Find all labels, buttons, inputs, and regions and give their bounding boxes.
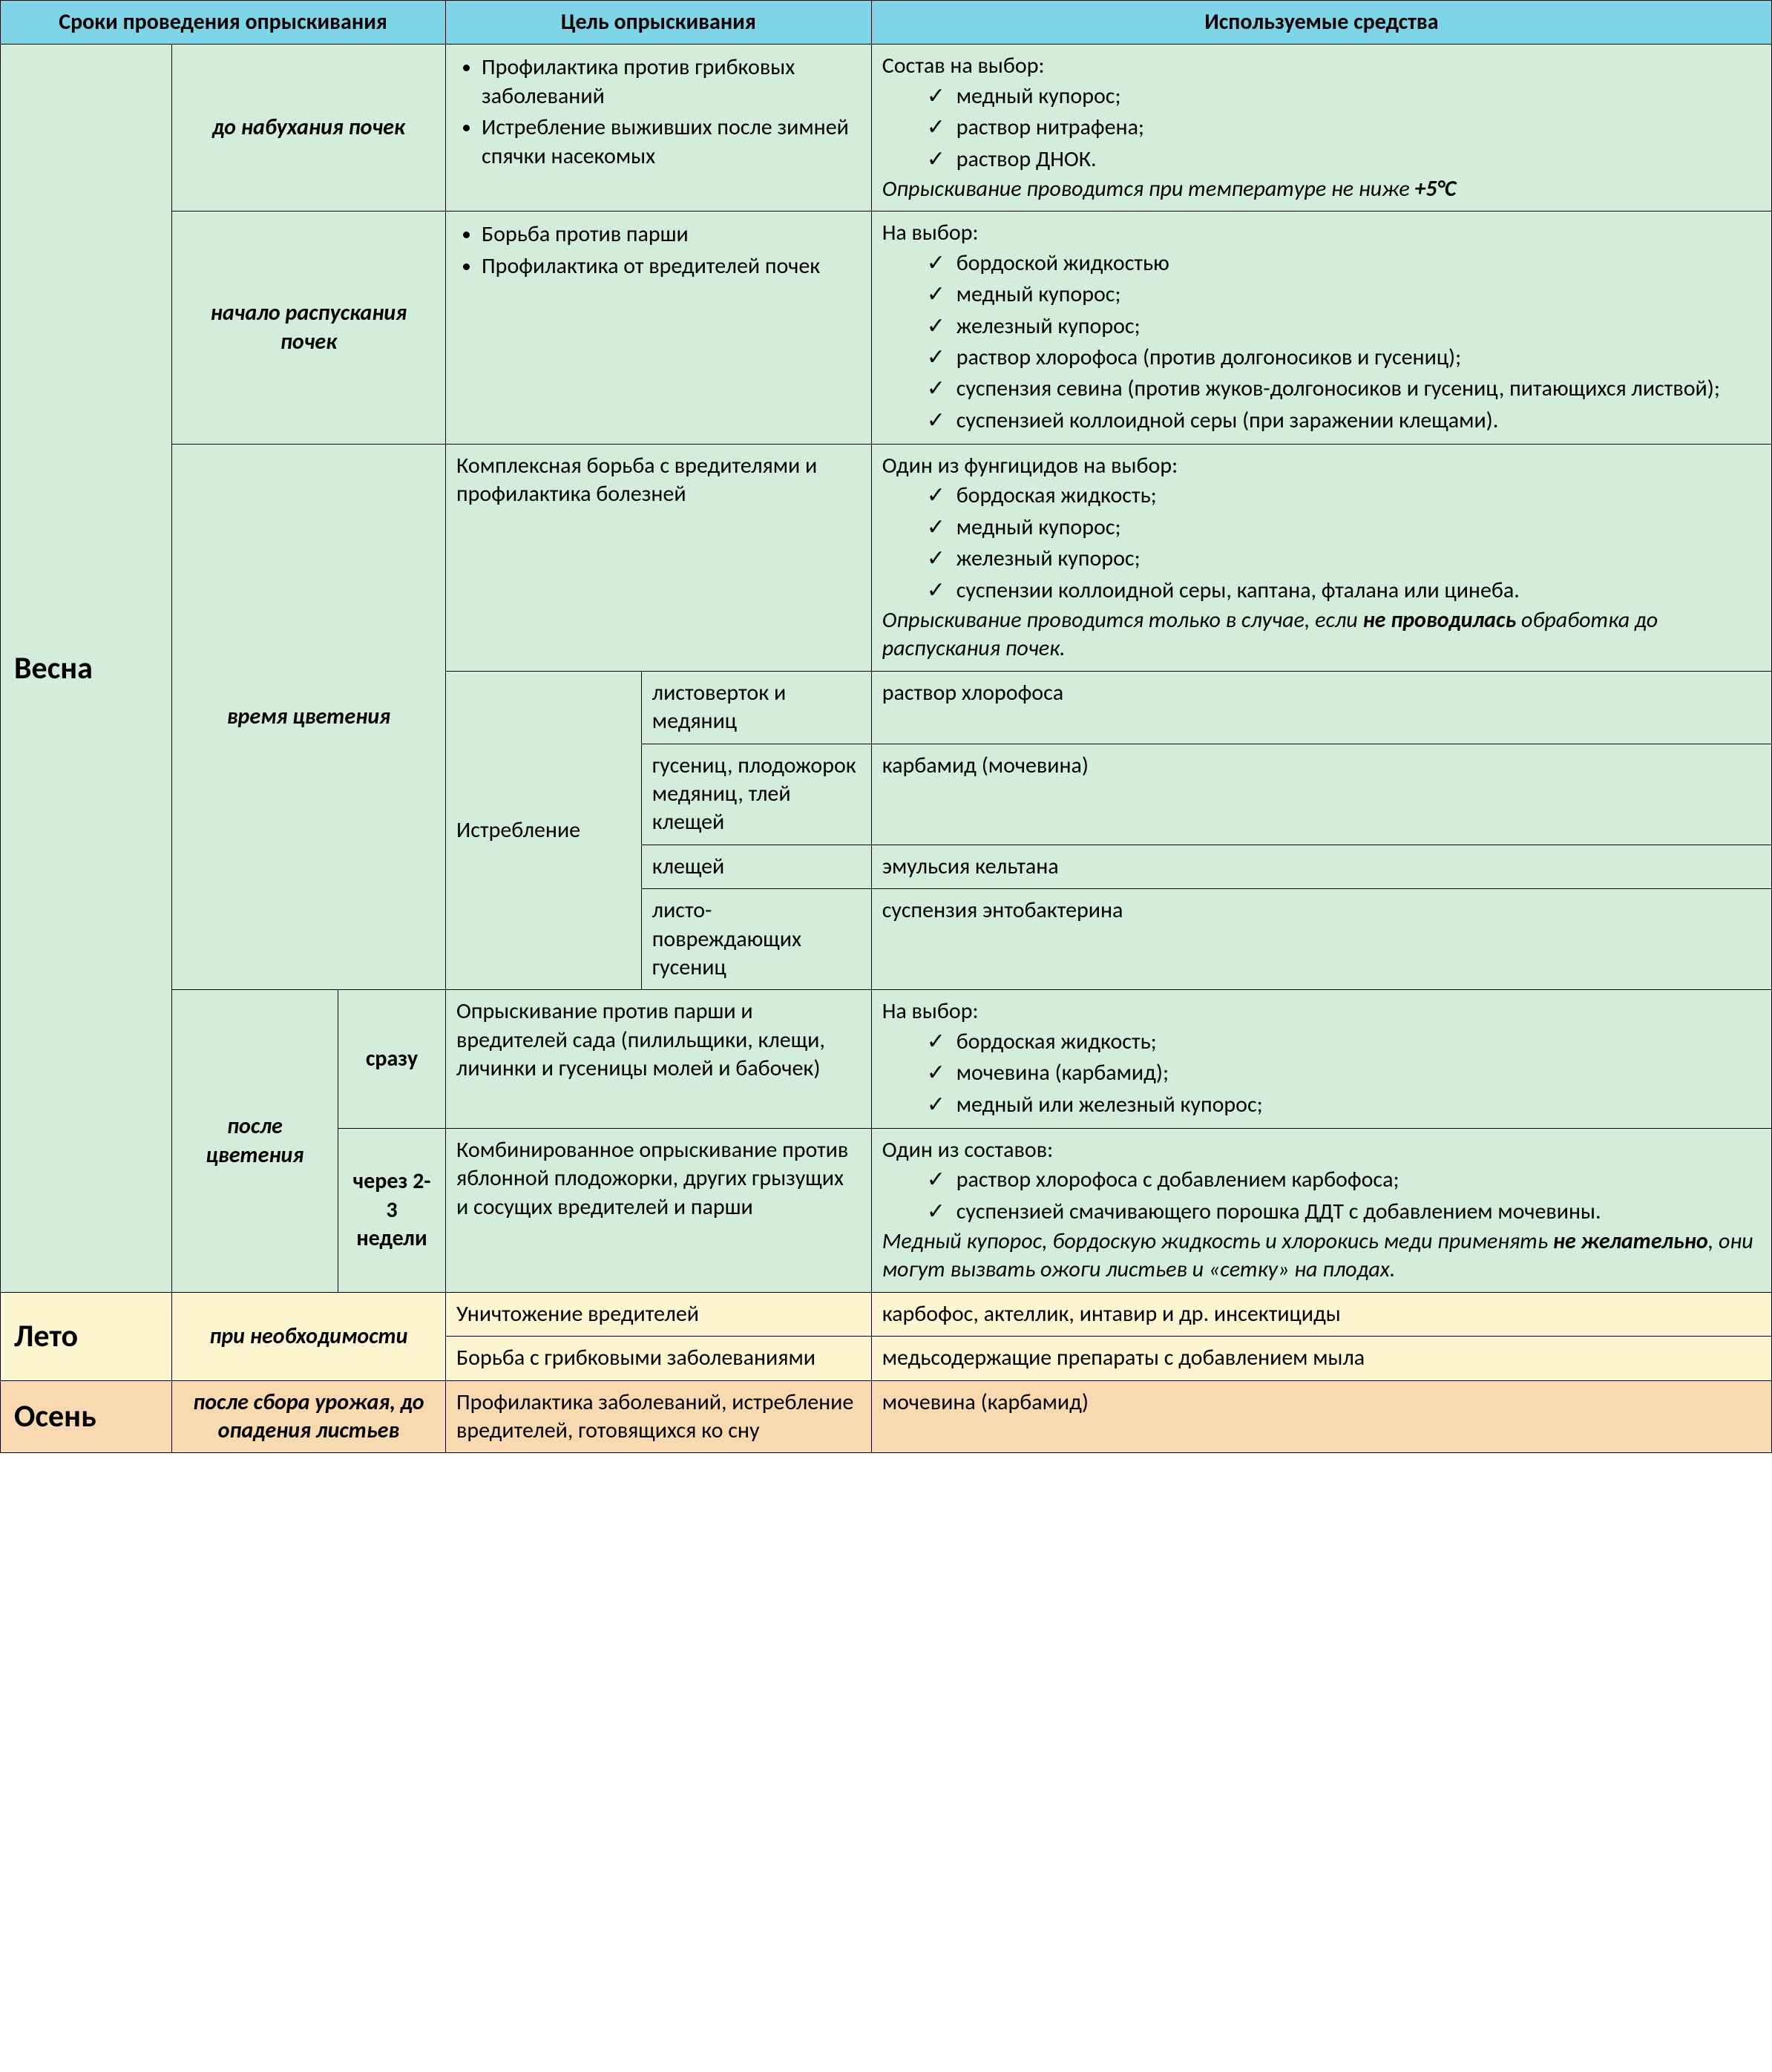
text: не желательно [1553, 1227, 1708, 1255]
spring-purpose-2: Борьба против парши Профилактика от вред… [446, 212, 872, 445]
spring-purpose-3a: Комплексная борьба с вредителями и профи… [446, 445, 872, 672]
means-0: раствор хлорофоса [871, 671, 1771, 744]
spring-purpose-4b: Комбинированное опрыскивание против ябло… [446, 1128, 872, 1292]
text: суспензии коллоидной серы, каптана, фтал… [927, 575, 1761, 606]
hdr-purpose: Цель опрыскивания [446, 1, 872, 45]
text: раствор нитрафена; [927, 112, 1761, 143]
text: медный купорос; [927, 81, 1761, 112]
spring-means-3a: Один из фунгицидов на выбор: бордоская ж… [871, 445, 1771, 672]
text: Профилактика против грибковых заболевани… [482, 52, 861, 112]
text: Медный купорос, бордоскую жидкость и хло… [882, 1227, 1553, 1255]
text: железный купорос; [927, 311, 1761, 342]
spring-means-1: Состав на выбор: медный купорос; раствор… [871, 45, 1771, 212]
text: Один из фунгицидов на выбор: [882, 452, 1178, 479]
summer-period: при необходимости [171, 1292, 445, 1380]
spring-when-4a: сразу [338, 990, 445, 1129]
spring-period-2: начало распускания почек [171, 212, 445, 445]
spring-period-3: время цветения [171, 445, 445, 990]
spring-purpose-4a: Опрыскивание против парши и вредителей с… [446, 990, 872, 1129]
text: +5°С [1414, 175, 1456, 203]
spring-period-1: до набухания почек [171, 45, 445, 212]
autumn-means: мочевина (карбамид) [871, 1380, 1771, 1453]
hdr-means: Используемые средства [871, 1, 1771, 45]
autumn-period: после сбора урожая, до опадения листьев [171, 1380, 445, 1453]
season-autumn: Осень [1, 1380, 172, 1453]
season-spring: Весна [1, 45, 172, 1292]
spring-period-4: после цветения [171, 990, 338, 1293]
spring-means-4b: Один из составов: раствор хлорофоса с до… [871, 1128, 1771, 1292]
text: суспензия севина (против жуков-долгоноси… [927, 373, 1761, 404]
means-2: эмульсия кельтана [871, 845, 1771, 888]
summer-purpose-a: Уничтожение вредителей [446, 1292, 872, 1336]
text: Борьба против парши [482, 219, 861, 250]
summer-means-b: медьсодержащие препараты с добавлением м… [871, 1337, 1771, 1380]
text: Истребление выживших после зимней спячки… [482, 112, 861, 172]
text: суспензией смачивающего порошка ДДТ с до… [927, 1196, 1761, 1227]
target-0: листоверток и медяниц [641, 671, 871, 744]
summer-means-a: карбофос, актеллик, интавир и др. инсект… [871, 1292, 1771, 1336]
hdr-timing: Сроки проведения опрыскивания [1, 1, 446, 45]
text: не проводилась [1362, 606, 1516, 634]
text: Состав на выбор: [882, 52, 1045, 79]
target-1: гусениц, плодожорок медяниц, тлей клещей [641, 744, 871, 845]
season-summer: Лето [1, 1292, 172, 1380]
text: медный купорос; [927, 512, 1761, 543]
text: суспензией коллоидной серы (при заражени… [927, 405, 1761, 436]
text: раствор ДНОК. [927, 144, 1761, 175]
text: мочевина (карбамид); [927, 1058, 1761, 1089]
text: железный купорос; [927, 543, 1761, 574]
text: бордоская жидкость; [927, 1026, 1761, 1058]
text: раствор хлорофоса (против долгоносиков и… [927, 342, 1761, 373]
spraying-schedule-table: Сроки проведения опрыскивания Цель опрыс… [0, 0, 1772, 1453]
autumn-purpose: Профилактика заболеваний, истребление вр… [446, 1380, 872, 1453]
target-2: клещей [641, 845, 871, 888]
text: медный или железный купорос; [927, 1089, 1761, 1121]
istr-label: Истребление [446, 671, 642, 990]
text: медный купорос; [927, 279, 1761, 310]
text: На выбор: [882, 997, 979, 1025]
note: Медный купорос, бордоскую жидкость и хло… [882, 1227, 1753, 1283]
text: Опрыскивание проводится только в случае,… [882, 606, 1363, 634]
text: Один из составов: [882, 1136, 1053, 1164]
means-1: карбамид (мочевина) [871, 744, 1771, 845]
spring-means-2: На выбор: бордоской жидкостью медный куп… [871, 212, 1771, 445]
text: На выбор: [882, 219, 979, 246]
text: Опрыскивание проводится при температуре … [882, 175, 1415, 203]
target-3: листо-повреждающих гусениц [641, 889, 871, 990]
text: бордоской жидкостью [927, 248, 1761, 279]
note: Опрыскивание проводится только в случае,… [882, 606, 1658, 662]
summer-purpose-b: Борьба с грибковыми заболеваниями [446, 1337, 872, 1380]
text: Профилактика от вредителей почек [482, 251, 861, 282]
text: раствор хлорофоса с добавлением карбофос… [927, 1164, 1761, 1196]
note: Опрыскивание проводится при температуре … [882, 175, 1457, 203]
text: бордоская жидкость; [927, 480, 1761, 511]
spring-when-4b: через 2-3 недели [338, 1128, 445, 1292]
means-3: суспензия энтобактерина [871, 889, 1771, 990]
spring-purpose-1: Профилактика против грибковых заболевани… [446, 45, 872, 212]
spring-means-4a: На выбор: бордоская жидкость; мочевина (… [871, 990, 1771, 1129]
